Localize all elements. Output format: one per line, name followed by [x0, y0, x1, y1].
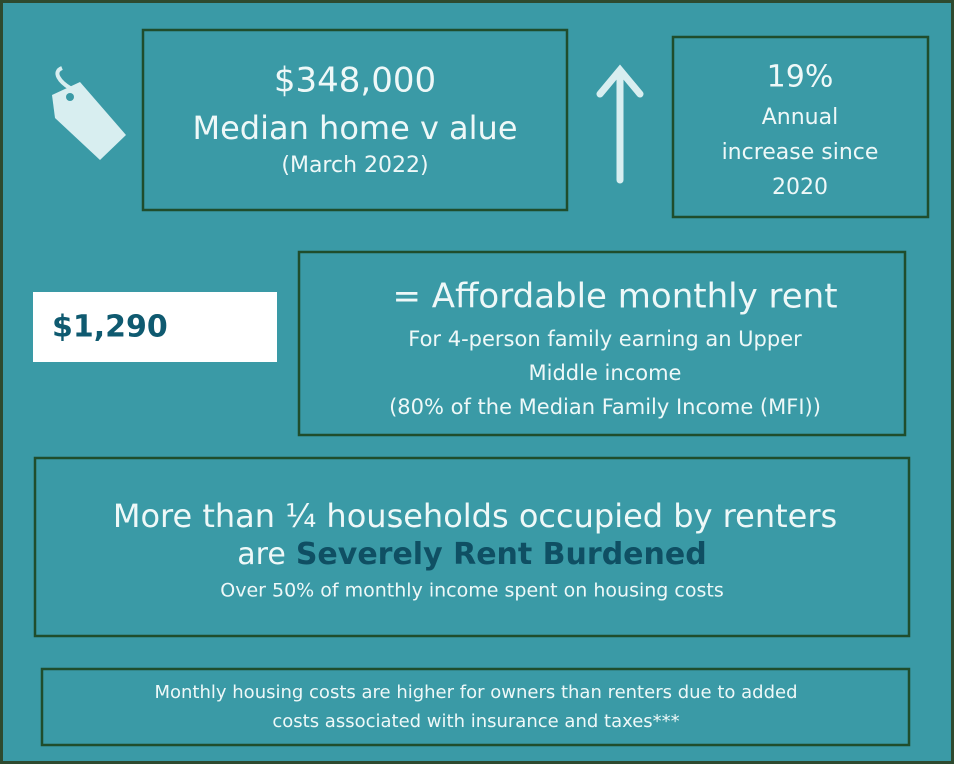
up-arrow	[596, 64, 644, 184]
increase-percent: 19%	[767, 60, 834, 95]
rent-line: For 4-person family earning an Upper	[408, 327, 802, 351]
increase-line: increase since	[722, 140, 879, 165]
burden-prefix: are	[237, 537, 286, 572]
home-value-box	[141, 28, 569, 212]
rent-title: = Affordable monthly rent	[392, 277, 837, 317]
footer-line: Monthly housing costs are higher for own…	[154, 682, 797, 703]
burden-note: Over 50% of monthly income spent on hous…	[220, 580, 723, 602]
home-value-amount: $348,000	[274, 61, 436, 101]
footer-line: costs associated with insurance and taxe…	[272, 711, 679, 732]
burden-box	[33, 456, 911, 638]
home-value-date: (March 2022)	[281, 153, 428, 178]
burden-line: are Severely Rent Burdened	[237, 537, 706, 572]
increase-box	[671, 35, 930, 219]
footer-box	[40, 667, 911, 747]
burden-emphasis: Severely Rent Burdened	[296, 537, 707, 572]
increase-line: 2020	[772, 175, 828, 200]
home-value-label: Median home v alue	[192, 109, 517, 147]
tag-icon	[52, 66, 126, 160]
rent-amount: $1,290	[52, 310, 168, 345]
burden-line: More than ¼ households occupied by rente…	[113, 497, 837, 535]
rent-box	[297, 250, 907, 437]
rent-line: Middle income	[529, 361, 682, 385]
increase-line: Annual	[762, 105, 838, 130]
rent-line: (80% of the Median Family Income (MFI))	[389, 395, 821, 419]
rent-amount-box	[33, 292, 277, 362]
